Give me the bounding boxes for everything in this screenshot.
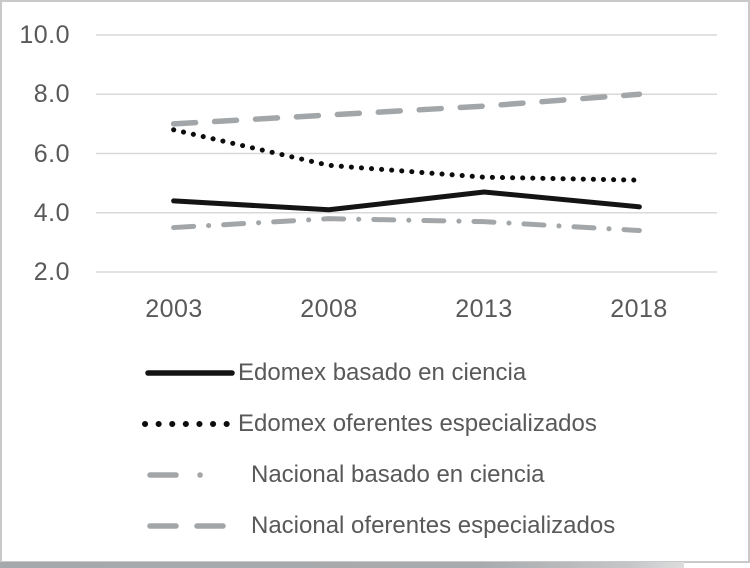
legend-item-edomex-oferentes: Edomex oferentes especializados [142,398,702,449]
solid-line-marker-icon [145,369,235,376]
plot-area [96,34,717,273]
legend-label: Nacional basado en ciencia [251,460,545,488]
bottom-shadow-bar [0,562,684,568]
x-axis-tick-label: 2013 [455,295,513,323]
legend-label: Edomex oferentes especializados [238,409,597,437]
legend-item-nacional-oferentes: Nacional oferentes especializados [142,500,702,551]
series-line-dashdot [171,216,642,234]
dash-dot-line-marker-icon [147,471,207,478]
series-line-solid [171,189,642,213]
y-axis-tick-label: 10.0 [19,21,70,49]
y-axis-tick-label: 4.0 [33,199,70,227]
x-axis-tick-label: 2008 [300,295,358,323]
legend-item-edomex-basado: Edomex basado en ciencia [142,347,702,398]
series-line-dotted [171,127,642,183]
y-axis-tick-label: 8.0 [33,80,70,108]
y-axis-tick-label: 6.0 [33,140,70,168]
legend-label: Edomex basado en ciencia [238,358,527,386]
legend: Edomex basado en ciencia Edomex oferente… [142,347,702,551]
x-axis-tick-label: 2003 [145,295,203,323]
series-line-dashed [170,91,643,127]
legend-label: Nacional oferentes especializados [251,511,616,539]
x-axis-tick-label: 2018 [610,295,668,323]
y-axis-tick-label: 2.0 [33,258,70,286]
dotted-line-marker-icon [142,420,230,427]
legend-item-nacional-basado: Nacional basado en ciencia [142,449,702,500]
dashed-line-marker-icon [147,522,231,529]
